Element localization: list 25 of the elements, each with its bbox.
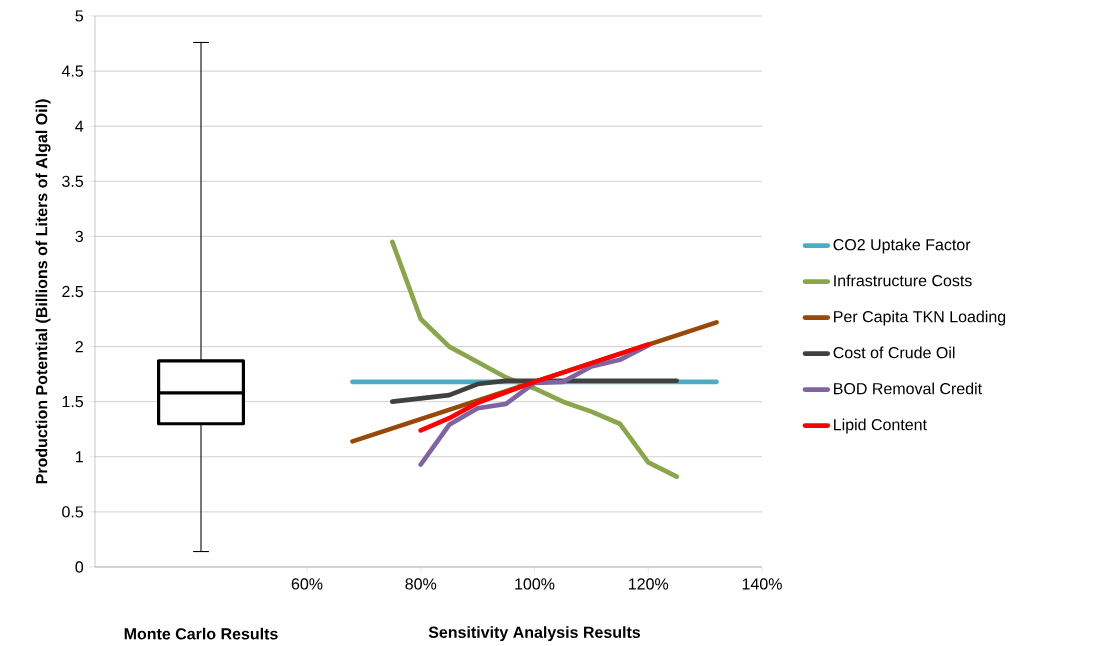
legend-label: Cost of Crude Oil [833, 346, 955, 359]
x-tick-label: 120% [629, 578, 669, 590]
y-tick-label: 1 [76, 451, 83, 463]
y-tick-label: 2 [75, 341, 83, 353]
legend-label: Per Capita TKN Loading [834, 310, 1006, 326]
y-axis-title: Production Potential (Billions of Liters of Algal Oil) [35, 99, 51, 484]
y-tick-label: 3.5 [62, 175, 84, 187]
x-tick-label: 60% [291, 578, 323, 590]
y-tick-label: 4.5 [61, 65, 84, 77]
y-tick-label: 2.5 [62, 285, 84, 298]
legend-label: CO2 Uptake Factor [833, 238, 971, 254]
y-tick-label: 5 [75, 10, 84, 22]
x-axis-title: Sensitivity Analysis Results [428, 626, 641, 642]
legend-label: Infrastructure Costs [834, 274, 972, 287]
y-tick-label: 1.5 [62, 396, 84, 408]
y-tick-label: 3 [75, 230, 84, 243]
legend-label: BOD Removal Credit [834, 382, 982, 395]
x-tick-label: 100% [515, 578, 555, 590]
x-tick-label: 80% [405, 578, 437, 590]
legend-label: Lipid Content [834, 418, 927, 434]
x-axis-title: Monte Carlo Results [124, 627, 278, 640]
y-tick-label: 0 [75, 561, 84, 573]
y-tick-label: 4 [75, 120, 84, 132]
x-tick-label: 140% [742, 578, 782, 590]
y-tick-label: 0.5 [62, 506, 84, 518]
